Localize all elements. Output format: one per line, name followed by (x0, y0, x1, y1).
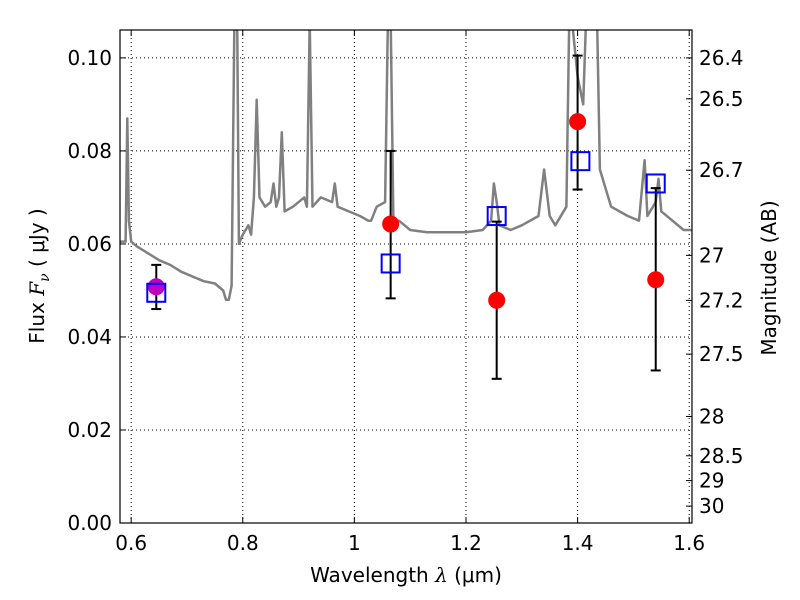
y2-tick-label: 26.7 (699, 158, 744, 182)
model-square (146, 282, 167, 303)
tick-layer: 0.6 0.8 1 1.2 1.4 1.6 0.00 0.02 0.04 0.06 0.08 0.10… (67, 30, 744, 555)
y2-tick-label: 28.5 (699, 444, 744, 468)
y2-tick-label: 27.5 (699, 342, 744, 366)
data-point (569, 113, 587, 131)
y2-tick-label: 30 (699, 494, 724, 518)
x-tick-label: 1.2 (450, 531, 482, 555)
y2-tick-label: 27 (699, 243, 724, 267)
data-point (647, 271, 665, 289)
model-square (645, 173, 666, 194)
model-square (380, 253, 401, 274)
model-square (570, 151, 591, 172)
data-point (147, 278, 165, 296)
spectrum-line (120, 30, 692, 302)
y2-axis-label: Magnitude (AB) (757, 200, 781, 355)
data-point (488, 291, 506, 309)
y-tick-label: 0.10 (67, 46, 112, 70)
y2-tick-label: 26.5 (699, 87, 744, 111)
data-point (382, 215, 400, 233)
y-tick-label: 0.02 (67, 418, 112, 442)
grid-lines (120, 30, 692, 524)
y-tick-label: 0.04 (67, 325, 112, 349)
x-tick-label: 1 (348, 531, 361, 555)
x-tick-label: 0.6 (115, 531, 147, 555)
x-tick-label: 1.4 (562, 531, 594, 555)
x-axis-label: Wavelength λ (μm) (310, 563, 502, 587)
y-tick-label: 0.08 (67, 139, 112, 163)
marker-layer (146, 54, 666, 380)
model-square (486, 206, 507, 227)
y2-tick-label: 27.2 (699, 288, 744, 312)
y-tick-label: 0.06 (67, 232, 112, 256)
y-tick-label: 0.00 (67, 511, 112, 535)
spectrum-layer (120, 30, 692, 302)
y2-tick-label: 28 (699, 404, 724, 428)
y-axis-label: Flux Fν ( μJy ) (25, 208, 53, 343)
y2-tick-label: 29 (699, 469, 724, 493)
x-tick-label: 0.8 (227, 531, 259, 555)
y2-tick-label: 26.4 (699, 46, 744, 70)
x-tick-label: 1.6 (673, 531, 705, 555)
plot-frame (119, 29, 693, 524)
